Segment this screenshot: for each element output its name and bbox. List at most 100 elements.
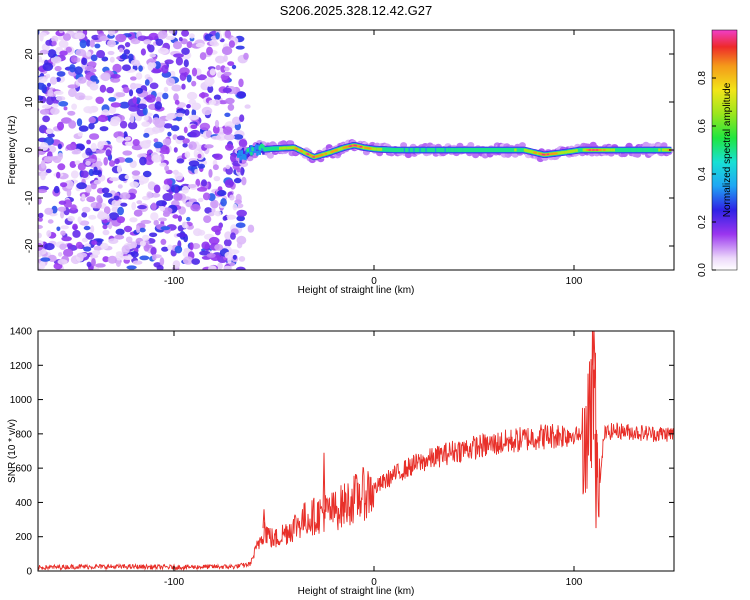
signal-cell xyxy=(438,148,441,152)
noise-speckle xyxy=(38,229,39,232)
noise-speckle xyxy=(165,35,175,41)
noise-speckle xyxy=(213,153,223,160)
noise-speckle xyxy=(208,212,215,217)
noise-speckle xyxy=(40,160,46,169)
noise-speckle xyxy=(153,219,159,226)
signal-cell xyxy=(263,147,266,152)
noise-speckle xyxy=(110,102,122,108)
noise-speckle xyxy=(130,38,141,45)
noise-speckle xyxy=(77,162,86,171)
noise-speckle xyxy=(225,143,234,151)
noise-speckle xyxy=(45,128,54,135)
noise-speckle xyxy=(58,101,69,107)
noise-speckle xyxy=(215,55,226,64)
signal-halo xyxy=(660,142,668,149)
noise-speckle xyxy=(155,38,164,46)
signal-cell xyxy=(256,150,259,156)
noise-speckle xyxy=(173,41,182,50)
signal-cell xyxy=(379,148,383,151)
noise-speckle xyxy=(57,259,68,265)
noise-speckle xyxy=(40,171,46,181)
noise-speckle xyxy=(44,207,54,215)
noise-speckle xyxy=(105,149,112,157)
signal-cell xyxy=(423,148,426,152)
noise-speckle xyxy=(40,142,49,151)
signal-cell xyxy=(497,148,500,152)
noise-speckle xyxy=(144,79,150,86)
noise-speckle xyxy=(109,177,120,182)
snr-y-axis: 0 200 400 600 800 1000 1200 1400 xyxy=(10,327,674,578)
colorbar-gradient xyxy=(711,29,738,271)
noise-speckle xyxy=(159,257,165,266)
noise-speckle xyxy=(199,52,207,61)
noise-speckle xyxy=(38,82,45,90)
noise-speckle xyxy=(119,34,126,40)
noise-speckle xyxy=(38,224,43,230)
noise-speckle xyxy=(121,245,130,255)
noise-speckle xyxy=(65,46,73,53)
signal-cell xyxy=(426,148,429,152)
signal-cell xyxy=(437,148,440,152)
noise-speckle xyxy=(138,180,145,185)
noise-speckle xyxy=(236,215,245,222)
noise-speckle xyxy=(67,84,79,89)
noise-speckle xyxy=(85,147,92,156)
noise-speckle xyxy=(220,65,226,73)
signal-cell xyxy=(239,155,242,161)
noise-speckle xyxy=(53,185,60,194)
noise-speckle xyxy=(83,95,93,101)
noise-speckle xyxy=(117,206,124,216)
colorbar-tick-label: 0.4 xyxy=(697,167,708,181)
colorbar-label: Normalized spectral amplitude xyxy=(722,82,733,217)
noise-speckle xyxy=(236,91,246,99)
noise-speckle xyxy=(154,118,166,128)
y-tick-label: 0 xyxy=(24,147,35,153)
noise-speckle xyxy=(56,171,61,179)
noise-speckle xyxy=(88,214,97,220)
noise-speckle xyxy=(31,34,35,39)
signal-cell xyxy=(275,146,278,151)
noise-speckle xyxy=(173,53,184,58)
noise-speckle xyxy=(147,181,156,191)
noise-speckle xyxy=(213,94,221,101)
noise-speckle xyxy=(223,66,230,72)
noise-speckle xyxy=(166,113,177,120)
noise-speckle xyxy=(191,108,197,117)
signal-cell xyxy=(485,148,488,152)
noise-speckle xyxy=(128,105,139,112)
noise-speckle xyxy=(47,133,55,138)
noise-speckle xyxy=(70,170,79,179)
noise-speckle xyxy=(162,207,173,215)
noise-speckle xyxy=(123,225,133,233)
noise-speckle xyxy=(231,64,237,70)
signal-cell xyxy=(377,147,380,151)
noise-speckle xyxy=(235,266,246,270)
noise-speckle xyxy=(160,238,167,245)
noise-speckle xyxy=(90,225,95,234)
noise-speckle xyxy=(124,136,129,142)
signal-cell xyxy=(279,146,282,150)
noise-speckle xyxy=(99,126,109,132)
noise-speckle xyxy=(174,245,183,254)
noise-speckle xyxy=(154,61,161,70)
snr-frame xyxy=(37,330,675,572)
y-tick-label: 1200 xyxy=(10,361,33,372)
noise-speckle xyxy=(189,33,195,39)
noise-speckle xyxy=(178,37,183,42)
noise-speckle xyxy=(77,216,82,223)
signal-cell xyxy=(417,148,420,152)
noise-speckle xyxy=(222,215,228,221)
noise-speckle xyxy=(123,49,130,55)
noise-speckle xyxy=(57,152,63,161)
noise-speckle xyxy=(164,165,170,172)
noise-speckle xyxy=(80,170,89,178)
noise-speckle xyxy=(53,262,63,270)
signal-cell xyxy=(300,150,303,153)
noise-speckle xyxy=(69,161,77,168)
noise-speckle xyxy=(47,219,54,224)
noise-speckle xyxy=(186,216,191,222)
noise-speckle xyxy=(181,221,188,229)
noise-speckle xyxy=(95,149,105,154)
x-tick-label: 100 xyxy=(566,276,583,287)
